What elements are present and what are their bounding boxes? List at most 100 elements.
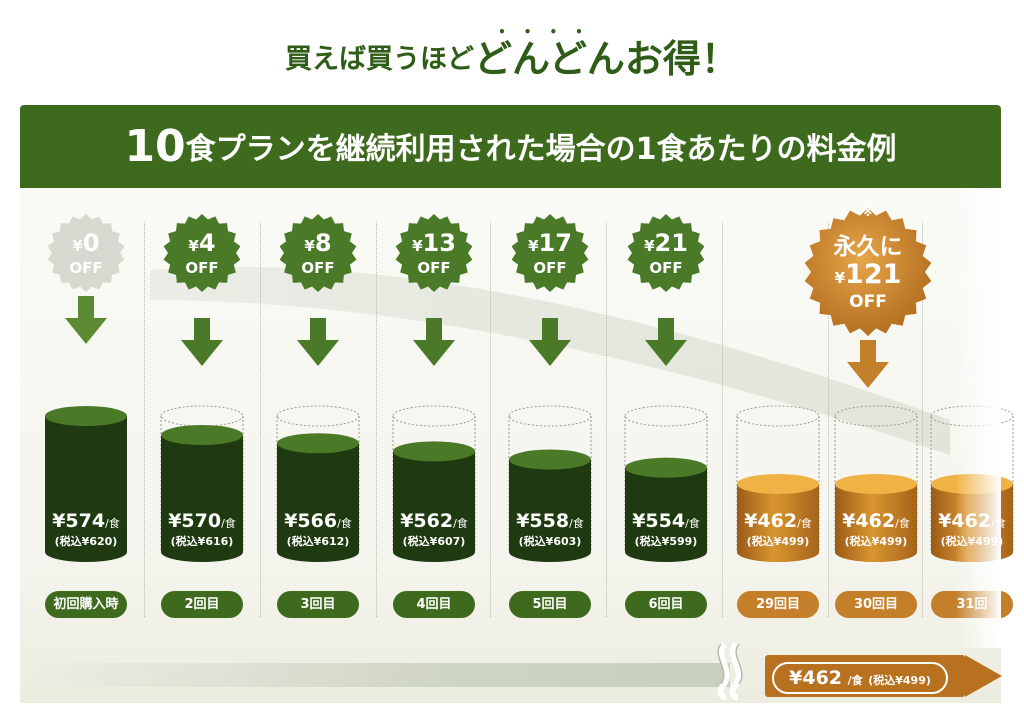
column-separator (606, 222, 607, 617)
plan-banner: 10食プランを継続利用された場合の1食あたりの料金例 (20, 105, 1001, 188)
discount-badge-shape (163, 214, 241, 292)
title-prefix: 買えば買うほど (285, 44, 475, 75)
price-unit: /食 (221, 517, 236, 530)
purchase-count-label: 2回目 (161, 591, 243, 618)
discount-yen: ¥ (188, 236, 199, 255)
purchase-count-label: 3回目 (277, 591, 359, 618)
forever-note-mark: ※ (861, 205, 875, 220)
discount-badge: ¥17 OFF (510, 213, 590, 293)
price-unit: /食 (337, 517, 352, 530)
discount-badge-shape (47, 214, 125, 292)
timeline-arrow-head (965, 655, 1002, 697)
price-tax: (税込¥607) (402, 535, 466, 548)
discount-off: OFF (301, 258, 335, 277)
title-emphasis: •••• どんどん (474, 25, 625, 81)
price-value: ¥554/食 (622, 510, 710, 535)
discount-badge: ¥13 OFF (394, 213, 474, 293)
price-value: ¥562/食 (390, 510, 478, 535)
discount-amount: ¥4 (188, 230, 215, 259)
price-unit: /食 (569, 517, 584, 530)
forever-yen: ¥ (834, 268, 846, 287)
banner-number: 10 (124, 121, 186, 172)
purchase-count-label: 6回目 (625, 591, 707, 618)
price-amount: ¥566 (284, 510, 338, 532)
timeline-bar (20, 663, 730, 687)
banner-text: 食プランを継続利用された場合の1食あたりの料金例 (185, 132, 897, 167)
discount-off: OFF (649, 258, 683, 277)
column-separator (260, 222, 261, 617)
price-unit: /食 (797, 517, 812, 530)
price-value: ¥566/食 (274, 510, 362, 535)
price-label: ¥554/食 (税込¥599) (622, 510, 710, 549)
forever-discount-badge-shape (804, 208, 932, 336)
discount-amount: ¥13 (412, 230, 456, 259)
down-arrow-icon (297, 318, 339, 366)
cylinder-glass (624, 405, 708, 562)
purchase-count-label: 29回目 (737, 591, 819, 618)
forever-discount-badge: ※ 永久に ¥121 OFF (803, 205, 933, 337)
price-amount: ¥570 (168, 510, 222, 532)
price-label: ¥574/食 (税込¥620) (42, 510, 130, 549)
discount-badge-shape (395, 214, 473, 292)
down-arrow-icon (847, 340, 889, 388)
discount-amount: ¥17 (528, 230, 572, 259)
cylinder-glass (160, 405, 244, 562)
cylinder-glass (392, 405, 476, 562)
down-arrow-icon (181, 318, 223, 366)
price-tax: (税込¥499) (844, 535, 908, 548)
emphasis-dots: •••• (498, 25, 601, 39)
title-suffix: お得！ (624, 37, 739, 81)
discount-value: 17 (538, 228, 572, 257)
page-title: 買えば買うほど •••• どんどんお得！ (0, 25, 1024, 83)
discount-badge-shape (627, 214, 705, 292)
discount-off: OFF (69, 258, 103, 277)
discount-value: 4 (198, 228, 216, 257)
price-tax: (税込¥620) (54, 535, 118, 548)
purchase-count-label: 5回目 (509, 591, 591, 618)
purchase-count-label: 30回目 (835, 591, 917, 618)
break-mark (717, 642, 743, 700)
purchase-count-label: 初回購入時 (45, 591, 127, 618)
price-amount: ¥462 (744, 510, 798, 532)
price-value: ¥462/食 (734, 510, 822, 535)
discount-yen: ¥ (304, 236, 315, 255)
cylinder-glass (45, 406, 127, 562)
price-amount: ¥562 (400, 510, 454, 532)
discount-badge: ¥21 OFF (626, 213, 706, 293)
price-unit: /食 (453, 517, 468, 530)
price-amount: ¥574 (52, 510, 106, 532)
price-tax: (税込¥616) (170, 535, 234, 548)
discount-badge: ¥4 OFF (162, 213, 242, 293)
title-emphasis-text: どんどん (474, 37, 625, 81)
discount-value: 8 (314, 228, 332, 257)
discount-off: OFF (417, 258, 451, 277)
price-value: ¥558/食 (506, 510, 594, 535)
price-label: ¥570/食 (税込¥616) (158, 510, 246, 549)
column-separator (376, 222, 377, 617)
price-value: ¥570/食 (158, 510, 246, 535)
price-label: ¥462/食(税込¥499) (734, 510, 822, 549)
price-amount: ¥462 (842, 510, 896, 532)
discount-off: OFF (185, 258, 219, 277)
price-amount: ¥554 (632, 510, 686, 532)
price-label: ¥462/食(税込¥499) (832, 510, 920, 549)
column-separator (828, 222, 829, 617)
discount-value: 13 (422, 228, 456, 257)
discount-yen: ¥ (528, 236, 539, 255)
column-separator (722, 222, 723, 617)
discount-badge-shape (279, 214, 357, 292)
price-tax: (税込¥603) (518, 535, 582, 548)
discount-badge: ¥0 OFF (46, 213, 126, 293)
forever-value: 121 (845, 258, 902, 290)
discount-value: 21 (654, 228, 688, 257)
discount-amount: ¥21 (644, 230, 688, 259)
discount-yen: ¥ (72, 236, 83, 255)
discount-amount: ¥8 (304, 230, 331, 259)
purchase-count-label: 4回目 (393, 591, 475, 618)
down-arrow-icon (645, 318, 687, 366)
column-separator (490, 222, 491, 617)
discount-yen: ¥ (412, 236, 423, 255)
column-separator (922, 222, 923, 617)
price-amount: ¥558 (516, 510, 570, 532)
discount-badge-shape (511, 214, 589, 292)
